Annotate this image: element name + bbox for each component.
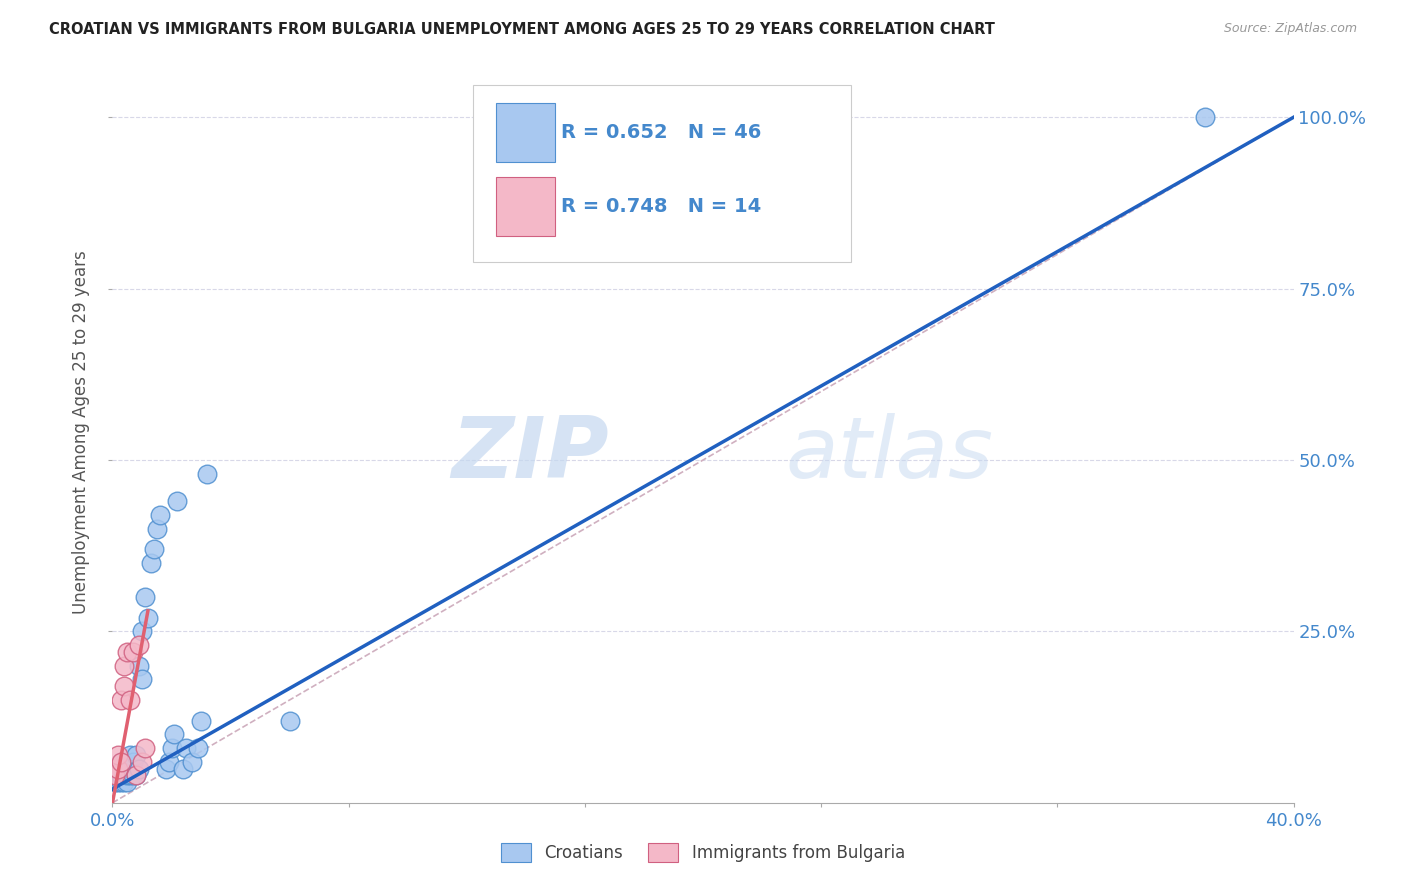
Point [181,755,204,769]
Point [117,768,138,782]
Point [117,775,138,789]
FancyBboxPatch shape [496,103,555,162]
Point [149,508,172,522]
Point [120,747,142,762]
FancyBboxPatch shape [472,85,851,262]
Point [122,755,145,769]
Point [134,590,156,604]
Point [120,762,142,776]
Point [157,755,180,769]
Point [134,741,156,756]
Point [136,610,159,624]
Point [112,658,135,673]
Point [112,775,135,789]
Point [155,762,177,776]
Point [112,768,135,782]
Point [112,679,135,693]
Point [278,714,301,728]
Legend: Croatians, Immigrants from Bulgaria: Croatians, Immigrants from Bulgaria [495,836,911,869]
Point [142,542,165,557]
Point [128,658,150,673]
Point [125,747,148,762]
Text: Source: ZipAtlas.com: Source: ZipAtlas.com [1223,22,1357,36]
Point [120,768,142,782]
Point [174,741,197,756]
Text: ZIP: ZIP [451,413,609,496]
Y-axis label: Unemployment Among Ages 25 to 29 years: Unemployment Among Ages 25 to 29 years [72,251,90,615]
Point [131,624,153,639]
Point [120,693,142,707]
Text: R = 0.652   N = 46: R = 0.652 N = 46 [561,123,762,143]
Text: R = 0.748   N = 14: R = 0.748 N = 14 [561,197,762,217]
Point [139,556,162,570]
Point [110,755,132,769]
Point [107,747,129,762]
Point [107,775,129,789]
Point [107,768,129,782]
Point [117,755,138,769]
Text: CROATIAN VS IMMIGRANTS FROM BULGARIA UNEMPLOYMENT AMONG AGES 25 TO 29 YEARS CORR: CROATIAN VS IMMIGRANTS FROM BULGARIA UNE… [49,22,995,37]
Point [122,768,145,782]
Point [117,762,138,776]
Point [110,768,132,782]
Point [160,741,183,756]
Point [146,522,169,536]
Point [104,775,127,789]
Point [107,762,129,776]
Point [104,768,127,782]
Point [163,727,186,741]
Point [131,755,153,769]
Point [110,775,132,789]
Point [172,762,194,776]
Point [128,638,150,652]
Point [117,645,138,659]
Point [195,467,218,481]
Point [125,768,148,782]
Point [131,673,153,687]
Point [1194,110,1216,124]
FancyBboxPatch shape [496,178,555,236]
Point [104,768,127,782]
Point [190,714,212,728]
Point [107,762,129,776]
Point [110,693,132,707]
Point [112,755,135,769]
Point [110,762,132,776]
Text: atlas: atlas [786,413,994,496]
Point [125,768,148,782]
Point [187,741,209,756]
Point [110,755,132,769]
Point [128,762,150,776]
Point [166,494,188,508]
Point [122,645,145,659]
